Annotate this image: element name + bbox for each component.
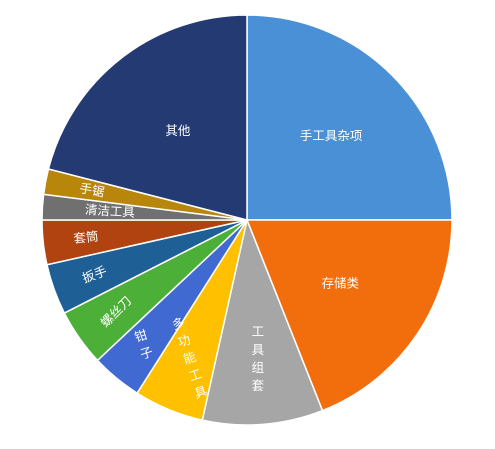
pie-slice-3	[201, 217, 324, 426]
slice-label-3: 工具组套	[252, 324, 265, 393]
slice-label-10: 手锯	[78, 180, 105, 199]
slice-label-2: 存储类	[321, 275, 359, 290]
pie-slice-2	[245, 219, 453, 412]
slice-label-1: 手工具杂项	[300, 128, 363, 143]
slice-label-8: 套筒	[73, 228, 100, 246]
slice-label-4: 多功能工具	[170, 314, 209, 401]
pie-slices	[41, 14, 453, 426]
slice-label-11: 其他	[165, 123, 191, 138]
slice-label-9: 清洁工具	[85, 202, 136, 220]
pie-slice-11	[47, 14, 248, 221]
pie-slice-1	[246, 14, 453, 221]
slice-label-5: 钳子	[133, 327, 155, 362]
